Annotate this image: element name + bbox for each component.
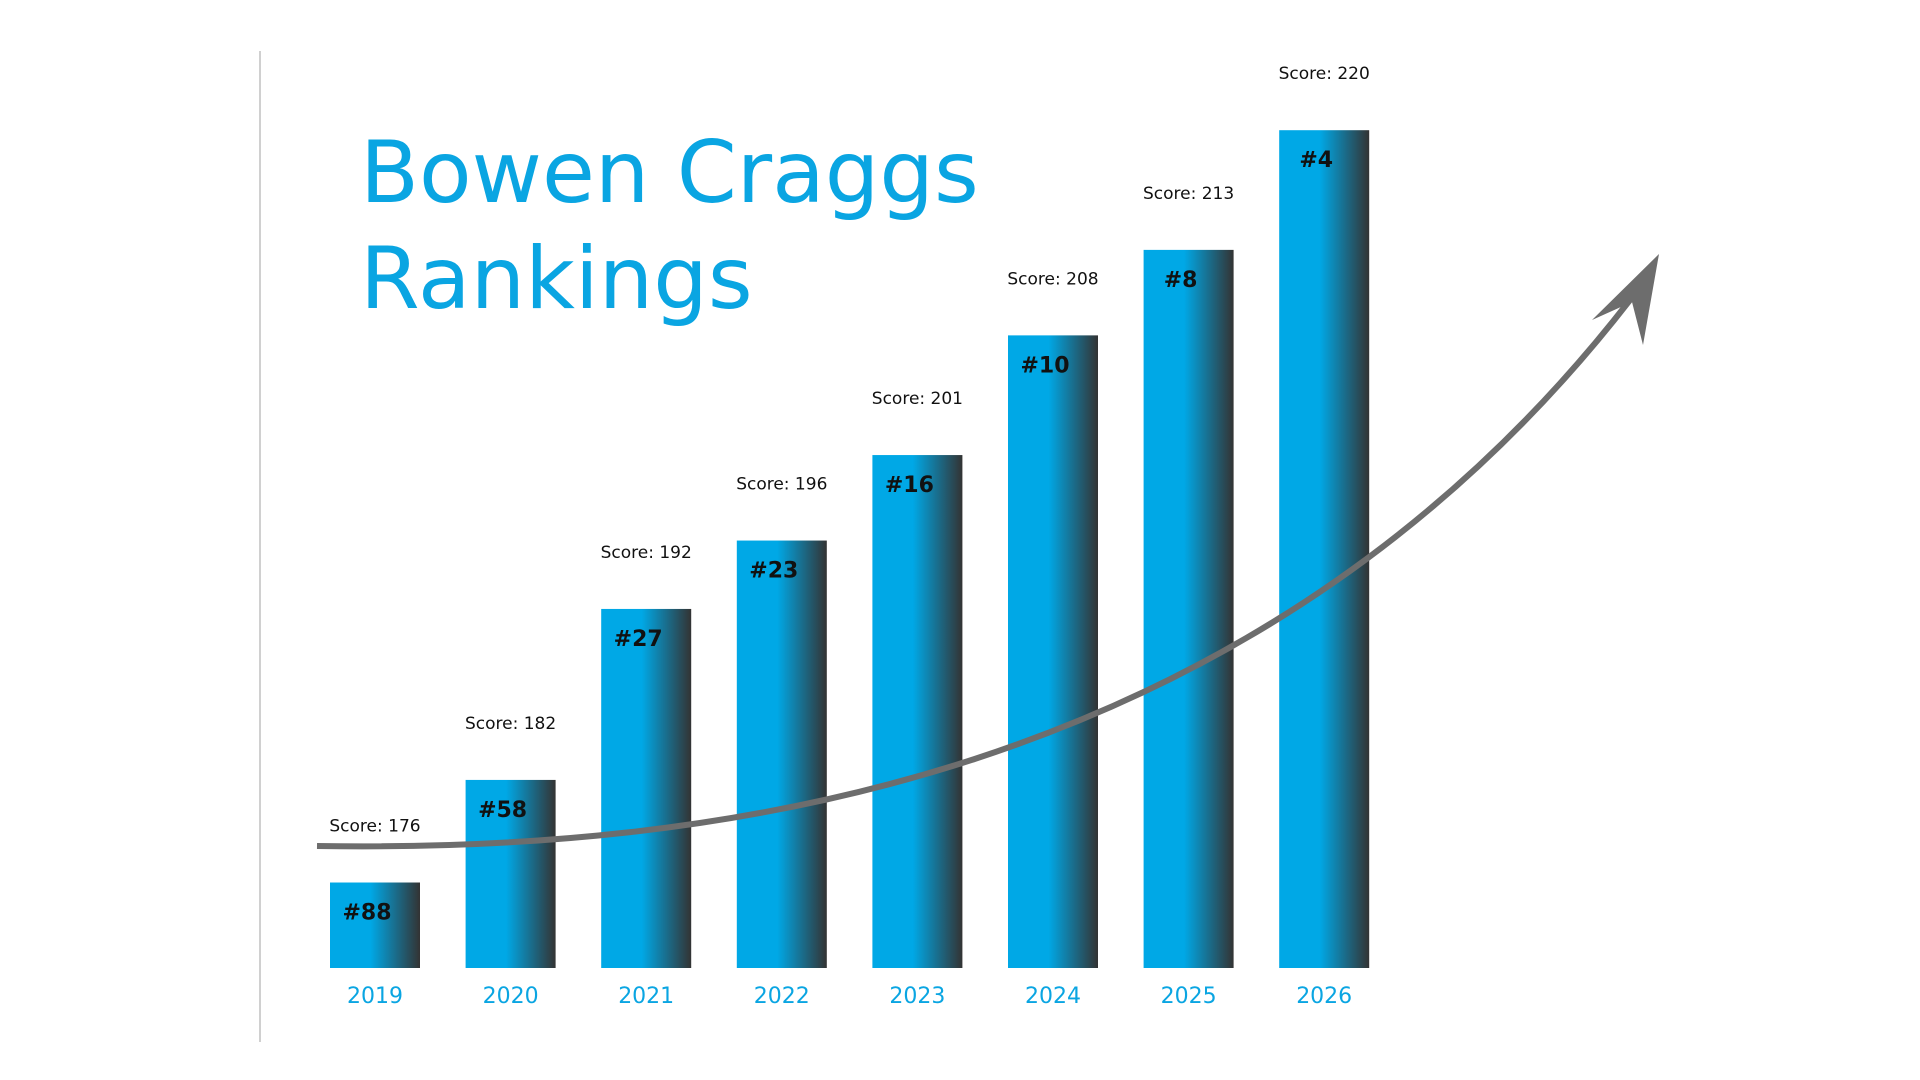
score-label: Score: 220 <box>1279 64 1370 84</box>
rank-label: #10 <box>1020 353 1069 378</box>
score-label: Score: 192 <box>601 543 692 563</box>
x-tick-label: 2020 <box>483 984 539 1009</box>
x-tick-label: 2025 <box>1161 984 1217 1009</box>
bar <box>872 455 963 968</box>
score-label: Score: 213 <box>1143 184 1234 204</box>
rank-label: #23 <box>749 559 798 584</box>
x-tick-label: 2026 <box>1296 984 1352 1009</box>
bar <box>1143 249 1234 969</box>
score-label: Score: 196 <box>736 475 827 495</box>
x-tick-label: 2022 <box>754 984 810 1009</box>
bar <box>1008 335 1098 968</box>
x-tick-label: 2021 <box>618 984 674 1009</box>
bar <box>736 540 827 968</box>
bar <box>465 779 556 968</box>
x-tick-label: 2024 <box>1025 984 1081 1009</box>
arrow-head <box>1592 254 1659 345</box>
bar <box>601 608 692 968</box>
rank-label: #4 <box>1299 148 1333 173</box>
bar <box>330 882 420 968</box>
trend-arrow <box>316 298 1633 850</box>
rank-label: #27 <box>614 627 663 652</box>
score-label: Score: 201 <box>872 389 963 409</box>
rank-label: #16 <box>885 473 934 498</box>
bar <box>1279 130 1370 969</box>
rank-label: #8 <box>1164 268 1198 293</box>
rank-label: #58 <box>478 798 527 823</box>
x-tick-label: 2019 <box>347 984 403 1009</box>
score-label: Score: 208 <box>1007 269 1098 289</box>
rank-label: #88 <box>342 901 391 926</box>
x-tick-label: 2023 <box>889 984 945 1009</box>
score-label: Score: 182 <box>465 714 556 734</box>
score-label: Score: 176 <box>329 817 420 837</box>
chart-title: Bowen Craggs Rankings <box>360 123 979 329</box>
bars: Score: 176 #88 2019 Score: 182 #58 2020 Score:… <box>329 64 1369 1009</box>
